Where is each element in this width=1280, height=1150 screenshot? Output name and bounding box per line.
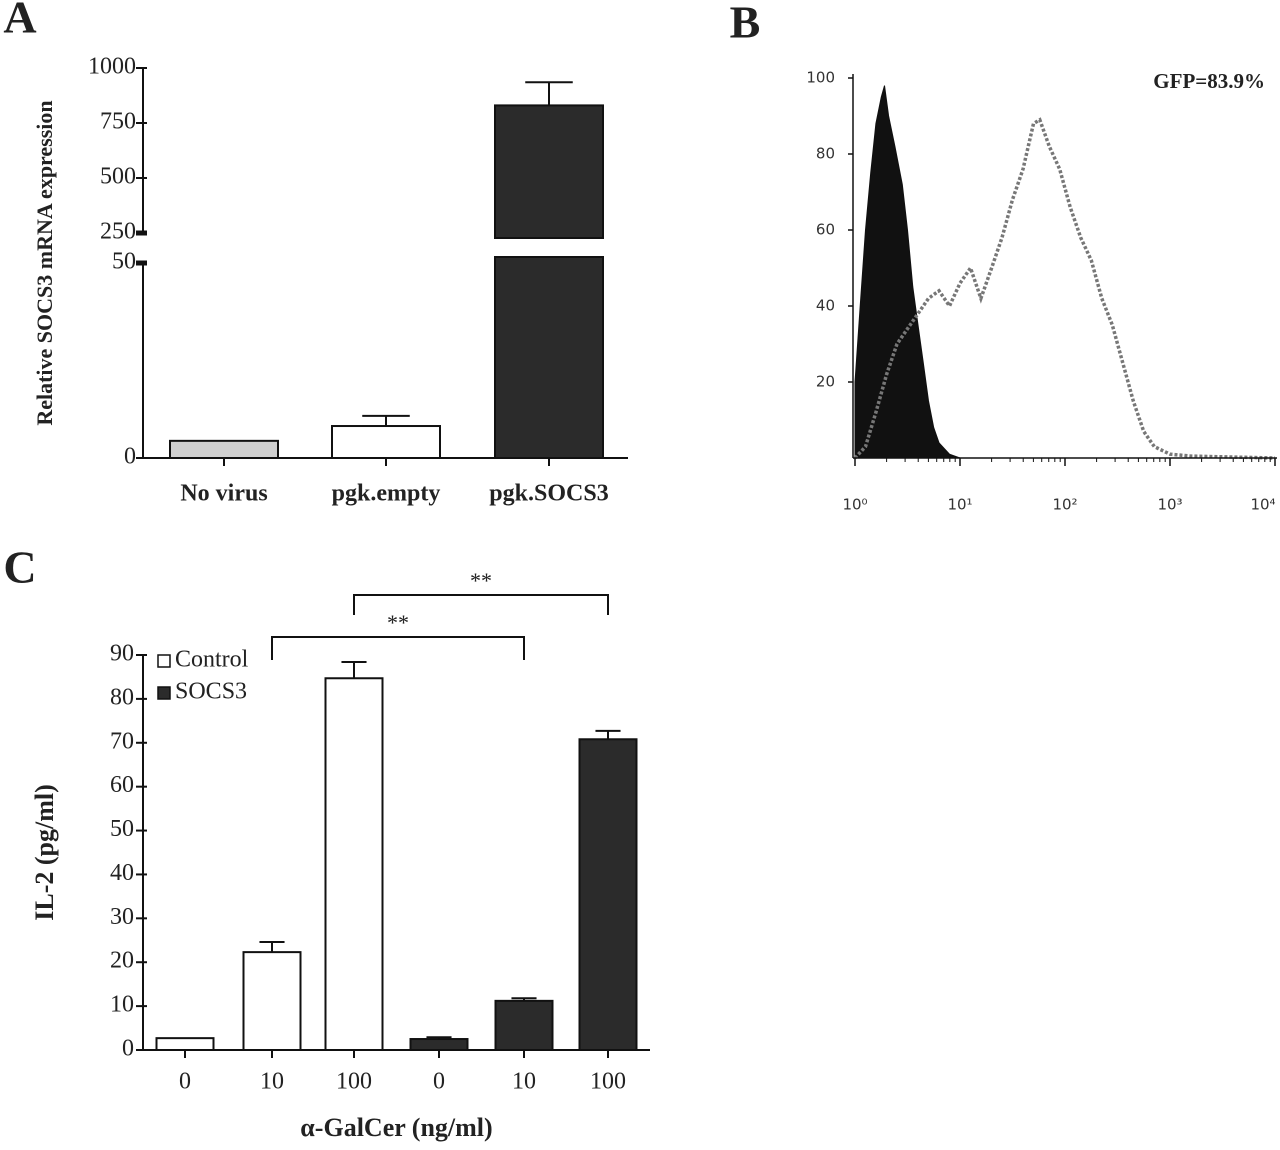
legend-label: Control — [175, 647, 249, 673]
bar — [494, 104, 604, 240]
y-tick-label: 50 — [112, 249, 136, 275]
x-tick-label: 10⁴ — [1250, 496, 1275, 514]
x-tick-label: 10³ — [1157, 496, 1182, 514]
panel-label: B — [730, 0, 761, 48]
y-tick-label: 750 — [100, 109, 136, 135]
bar — [494, 999, 554, 1051]
y-axis-label: IL-2 (pg/ml) — [30, 784, 59, 921]
bar — [578, 738, 638, 1051]
legend-label: SOCS3 — [175, 679, 247, 705]
y-axis-label: Relative SOCS3 mRNA expression — [32, 100, 57, 425]
y-tick-label: 10 — [110, 992, 134, 1018]
y-tick-label: 1000 — [88, 54, 136, 80]
significance-bracket — [271, 636, 525, 660]
x-tick-label: 10¹ — [947, 496, 972, 514]
significance-label: ** — [387, 610, 409, 635]
y-tick-label: 20 — [110, 948, 134, 974]
y-tick-label: 60 — [110, 772, 134, 798]
bar — [331, 425, 441, 459]
x-tick-label: 100 — [336, 1069, 372, 1095]
bar — [324, 677, 384, 1051]
y-tick-label: 30 — [110, 904, 134, 930]
x-tick-label: pgk.empty — [332, 481, 441, 507]
bar — [155, 1037, 215, 1052]
x-tick-label: 10 — [512, 1069, 536, 1095]
histogram-dotted — [853, 117, 1276, 460]
x-tick-label: 10² — [1052, 496, 1077, 514]
panel-label: C — [3, 542, 36, 593]
x-axis-label: α-GalCer (ng/ml) — [300, 1113, 492, 1142]
histogram-filled — [854, 85, 961, 459]
y-tick-label: 20 — [816, 373, 835, 391]
x-tick-label: 100 — [590, 1069, 626, 1095]
y-tick-label: 0 — [122, 1036, 134, 1062]
y-tick-label: 50 — [110, 816, 134, 842]
x-tick-label: 10⁰ — [842, 496, 867, 514]
y-tick-label: 100 — [806, 69, 835, 87]
significance-label: ** — [470, 568, 492, 593]
x-tick-label: 0 — [433, 1069, 445, 1095]
y-tick-label: 70 — [110, 728, 134, 754]
y-tick-label: 500 — [100, 164, 136, 190]
x-tick-label: No virus — [180, 481, 267, 507]
legend-swatch — [157, 686, 171, 700]
y-tick-label: 40 — [816, 297, 835, 315]
bar — [494, 256, 604, 459]
y-tick-label: 90 — [110, 641, 134, 667]
legend-swatch — [157, 654, 171, 668]
x-tick-label: pgk.SOCS3 — [489, 481, 608, 507]
x-tick-label: 0 — [179, 1069, 191, 1095]
bar — [242, 951, 302, 1052]
x-tick-label: 10 — [260, 1069, 284, 1095]
y-tick-label: 80 — [110, 684, 134, 710]
annotation: GFP=83.9% — [1153, 69, 1265, 93]
bar — [169, 439, 279, 459]
y-tick-label: 250 — [100, 219, 136, 245]
bar — [409, 1038, 469, 1052]
y-tick-label: 40 — [110, 860, 134, 886]
y-tick-label: 0 — [124, 444, 136, 470]
significance-bracket — [353, 594, 609, 615]
panel-label: A — [3, 0, 36, 43]
y-tick-label: 80 — [816, 145, 835, 163]
y-tick-label: 60 — [816, 221, 835, 239]
